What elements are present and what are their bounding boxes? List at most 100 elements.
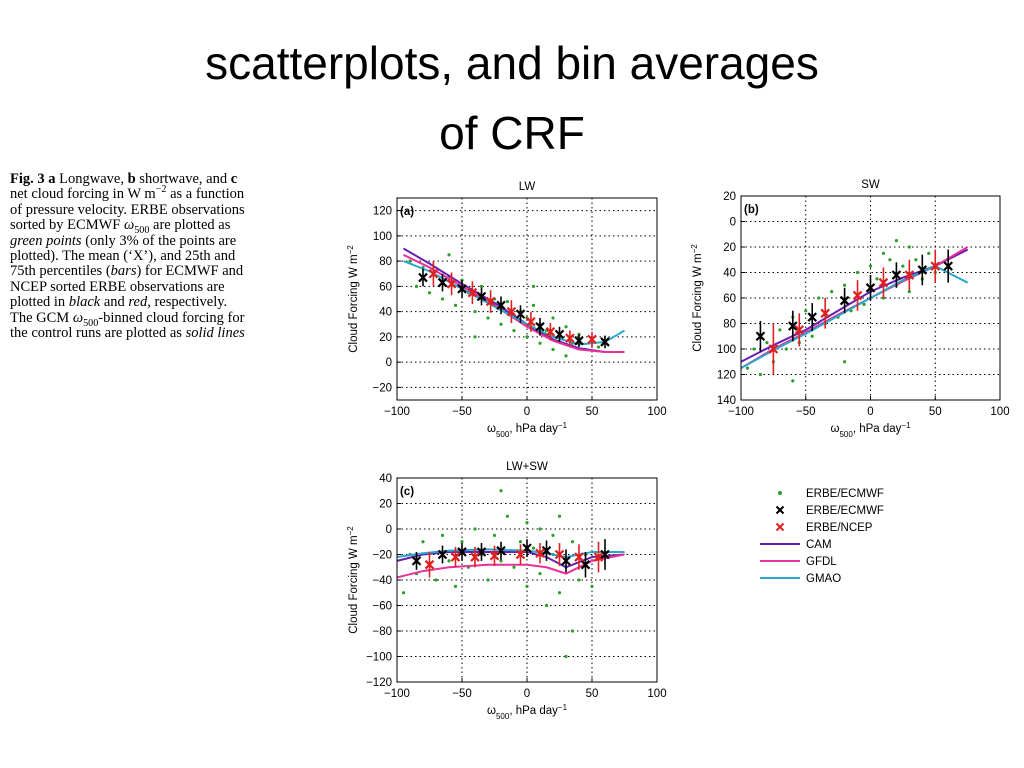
mean-marker: [446, 279, 457, 289]
scatter-point: [401, 591, 406, 595]
mean-marker: [545, 327, 556, 337]
mean-marker: [600, 337, 610, 347]
scatter-point: [531, 284, 536, 288]
caption-text: b: [127, 171, 136, 187]
y-tick-label: 20: [379, 499, 392, 511]
scatter-point: [440, 297, 445, 301]
mean-marker: [593, 552, 604, 562]
mean-marker: [457, 284, 467, 294]
legend: ERBE/ECMWF ERBE/ECMWF ERBE/NCEP CAM GFDL GMAO: [760, 488, 884, 585]
y-tick-label: −20: [372, 550, 392, 562]
scatter-point: [486, 578, 490, 582]
scatter-point: [557, 514, 562, 518]
mean-marker: [794, 325, 805, 335]
legend-marker: [778, 491, 782, 495]
caption-text: ω: [123, 217, 135, 234]
label-part: Cloud Forcing W m: [348, 254, 360, 352]
caption-text: ) for ECMWF and NCEP sorted ERBE observa…: [10, 263, 244, 311]
mean-marker: [904, 270, 915, 280]
y-tick-label: 40: [723, 268, 736, 280]
plot-frame: [740, 195, 1001, 401]
caption-text: red: [128, 294, 148, 311]
model-line: [403, 253, 625, 354]
caption-text: 500: [134, 225, 150, 237]
scatter-point: [447, 253, 451, 257]
x-tick-label: 100: [990, 406, 1009, 418]
x-tick-label: −100: [728, 406, 754, 418]
scatter-point: [538, 572, 542, 576]
scatter-point: [531, 303, 536, 307]
y-tick-label: 0: [386, 357, 392, 369]
caption-text: a: [48, 171, 56, 187]
scatter-point: [830, 290, 834, 294]
mean-marker: [554, 329, 565, 340]
mean-marker: [852, 290, 863, 301]
scatter-point: [784, 347, 788, 351]
label-part: ω: [487, 423, 496, 435]
y-tick-label: 80: [379, 256, 392, 268]
y-tick-label: 40: [379, 473, 392, 485]
caption-text: solid lines: [185, 325, 245, 342]
scatter-point: [486, 316, 490, 320]
caption-text: net cloud forcing in W m: [10, 186, 156, 203]
scatter-point: [564, 354, 568, 358]
scatter-point: [518, 540, 523, 544]
scatter-point: [804, 309, 808, 313]
scatter-point: [810, 334, 814, 338]
scatter-point: [447, 559, 451, 563]
x-tick-label: −50: [452, 406, 472, 418]
scatter-point: [505, 299, 510, 304]
mean-marker: [476, 291, 487, 302]
scatter-point: [570, 540, 575, 544]
caption-text: Longwave,: [55, 171, 128, 187]
x-tick-label: −100: [384, 406, 410, 418]
y-tick-label: 20: [723, 191, 736, 203]
scatter-point: [479, 284, 484, 288]
label-part: Cloud Forcing W m: [692, 253, 704, 351]
mean-marker: [768, 344, 779, 354]
mean-marker: [526, 316, 536, 327]
scatter-point: [512, 565, 516, 569]
y-tick-label: −20: [372, 382, 392, 394]
mean-marker: [600, 549, 610, 560]
plot-frame: [396, 477, 658, 683]
mean-marker: [437, 549, 448, 560]
x-tick-label: 100: [647, 406, 666, 418]
legend-label: ERBE/NCEP: [806, 522, 873, 534]
label-part: ω: [830, 423, 839, 435]
mean-marker: [411, 556, 422, 566]
scatter-point: [862, 302, 866, 306]
scatter-point: [868, 264, 873, 268]
legend-label: GMAO: [806, 573, 841, 585]
panel-label: (b): [744, 204, 759, 216]
scatter-point: [564, 325, 568, 329]
mean-marker: [878, 277, 889, 288]
label-part: , hPa day: [509, 423, 558, 435]
mean-marker: [943, 261, 953, 271]
scatter-point: [492, 533, 497, 537]
x-tick-label: −100: [384, 688, 410, 700]
mean-marker: [580, 559, 591, 570]
x-tick-label: 100: [647, 688, 666, 700]
scatter-point: [907, 245, 911, 249]
x-axis-label: ω500, hPa day−1: [830, 421, 911, 439]
caption-text: and: [100, 294, 129, 311]
scatter-point: [551, 347, 555, 352]
mean-marker: [574, 552, 584, 562]
caption-text: , respectively. The GCM: [10, 294, 228, 326]
scatter-point: [525, 584, 529, 588]
caption-text: shortwave, and: [135, 171, 231, 187]
scatter-point: [557, 591, 562, 595]
mean-marker: [820, 308, 830, 319]
label-part: −2: [690, 244, 699, 254]
x-tick-label: −50: [796, 406, 816, 418]
scatter-point: [907, 290, 911, 294]
y-tick-label: 100: [373, 231, 392, 243]
label-part: −1: [558, 421, 568, 430]
scatter-point: [440, 533, 445, 537]
label-part: 500: [839, 430, 853, 439]
scatter-point: [434, 578, 438, 582]
caption-text: ω: [72, 309, 84, 326]
mean-marker: [418, 272, 428, 283]
